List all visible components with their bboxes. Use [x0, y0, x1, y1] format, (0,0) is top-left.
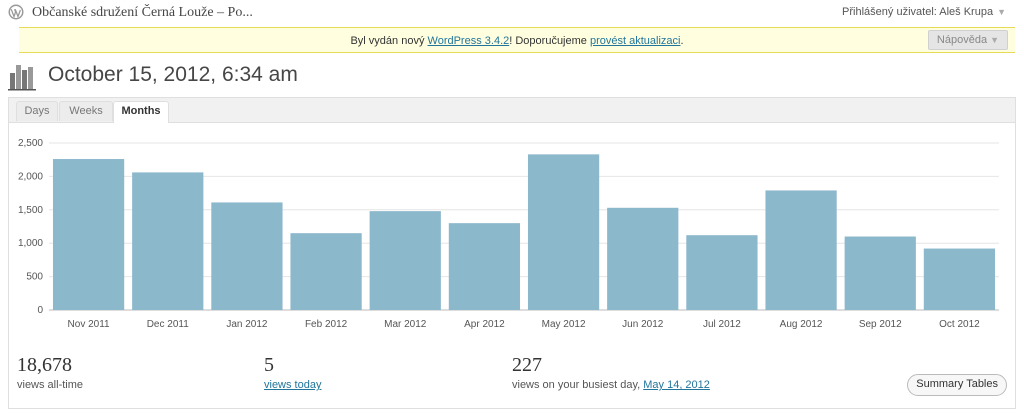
y-tick-label: 1,500	[18, 205, 43, 216]
help-button[interactable]: Nápověda ▼	[927, 30, 1008, 50]
page-title: October 15, 2012, 6:34 am	[48, 63, 298, 86]
bar-chart: 0 500 1,000 1,500 2,000 2,500 Nov 2011 Dec 2011…	[18, 138, 999, 330]
today-value: 5	[264, 354, 274, 376]
x-tick-label: Jul 2012	[703, 319, 741, 330]
x-tick-label: Nov 2011	[68, 319, 111, 330]
y-tick-label: 0	[37, 305, 43, 316]
x-tick-label: Aug 2012	[780, 319, 823, 330]
bar[interactable]	[607, 207, 679, 310]
stat-today: 5 views today	[264, 354, 321, 391]
user-menu[interactable]: Přihlášený uživatel: Aleš Krupa ▼	[842, 6, 1006, 18]
bar[interactable]	[686, 235, 758, 310]
bar[interactable]	[448, 223, 521, 310]
bar[interactable]	[923, 248, 996, 310]
tab-days[interactable]: Days	[16, 101, 58, 121]
y-tick-label: 2,500	[18, 138, 43, 149]
wordpress-logo-icon[interactable]	[8, 4, 24, 20]
admin-header: Občanské sdružení Černá Louže – Po... Př…	[0, 0, 1024, 25]
x-tick-label: Dec 2011	[147, 319, 190, 330]
bar[interactable]	[290, 233, 362, 310]
period-tabs: Days Weeks Months	[9, 98, 1015, 123]
x-tick-label: Apr 2012	[464, 319, 505, 330]
x-tick-label: Sep 2012	[859, 319, 902, 330]
tab-weeks[interactable]: Weeks	[59, 101, 113, 121]
user-label: Přihlášený uživatel: Aleš Krupa	[842, 6, 994, 18]
busiest-value: 227	[512, 354, 542, 376]
bar[interactable]	[765, 190, 837, 310]
views-today-link[interactable]: views today	[264, 379, 322, 391]
update-link[interactable]: provést aktualizaci	[589, 35, 681, 47]
notice-text: Byl vydán nový WordPress 3.4.2! Doporuču…	[350, 35, 684, 47]
views-chart: 0 500 1,000 1,500 2,000 2,500 Nov 2011 Dec 2011…	[9, 123, 1015, 333]
x-tick-label: Oct 2012	[939, 319, 980, 330]
x-tick-label: Mar 2012	[384, 319, 427, 330]
summary-tables-button[interactable]: Summary Tables	[907, 374, 1007, 396]
stats-panel: Days Weeks Months 0 500 1,000 1,500 2,000 2,5…	[8, 97, 1016, 409]
chevron-down-icon: ▼	[997, 7, 1006, 17]
bar[interactable]	[52, 159, 125, 310]
bar[interactable]	[211, 202, 283, 310]
x-tick-label: Jan 2012	[226, 319, 268, 330]
chevron-down-icon: ▼	[990, 35, 999, 45]
bar[interactable]	[369, 211, 441, 310]
wordpress-version-link[interactable]: WordPress 3.4.2	[427, 35, 510, 47]
x-tick-label: Feb 2012	[305, 319, 348, 330]
x-tick-label: Jun 2012	[622, 319, 664, 330]
stat-alltime: 18,678 views all-time	[17, 354, 83, 391]
bar[interactable]	[844, 236, 916, 310]
bar[interactable]	[132, 172, 204, 310]
x-tick-label: May 2012	[542, 319, 586, 330]
y-tick-label: 500	[26, 272, 43, 283]
site-title[interactable]: Občanské sdružení Černá Louže – Po...	[32, 5, 253, 20]
busiest-label: views on your busiest day,	[512, 379, 644, 391]
y-tick-label: 2,000	[18, 171, 43, 182]
stat-busiest: 227 views on your busiest day, May 14, 2…	[512, 354, 710, 391]
alltime-value: 18,678	[17, 354, 72, 376]
update-notice: Byl vydán nový WordPress 3.4.2! Doporuču…	[19, 27, 1015, 53]
busiest-date-link[interactable]: May 14, 2012	[643, 379, 710, 391]
tab-months[interactable]: Months	[113, 101, 169, 123]
y-tick-label: 1,000	[18, 238, 43, 249]
alltime-label: views all-time	[17, 379, 84, 391]
stats-chart-icon	[8, 65, 36, 91]
bar[interactable]	[527, 154, 600, 310]
